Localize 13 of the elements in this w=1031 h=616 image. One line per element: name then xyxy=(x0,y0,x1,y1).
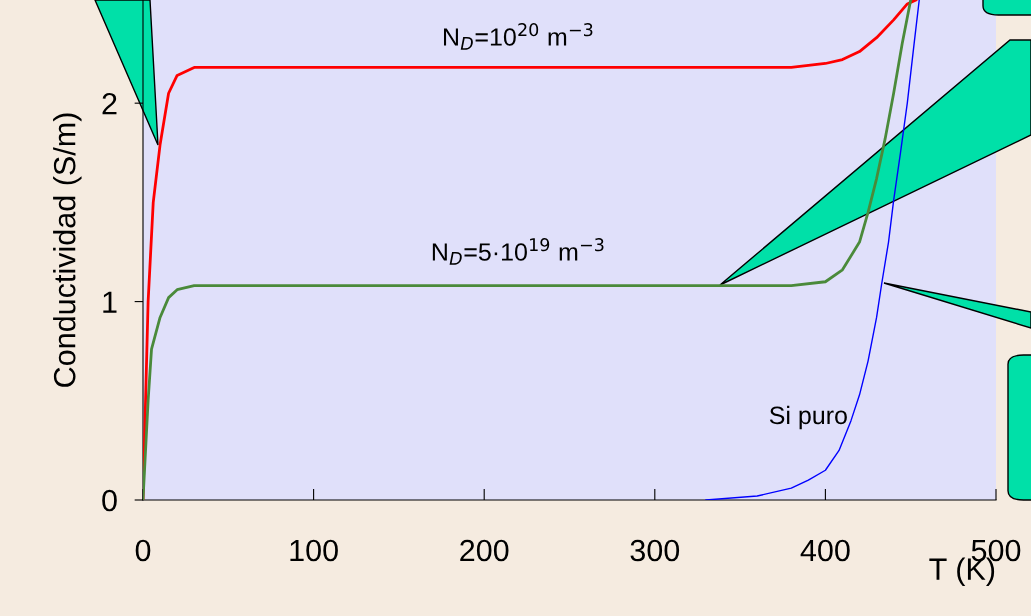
x-tick-label: 100 xyxy=(290,539,338,562)
x-tick-label: 300 xyxy=(630,539,680,562)
x-tick-label: 0 xyxy=(135,539,151,562)
y-tick-label: 0 xyxy=(102,489,117,512)
line-series xyxy=(705,0,920,500)
annotation: Si puro xyxy=(769,405,847,430)
x-tick-label: 200 xyxy=(460,539,509,562)
y-tick-label: 1 xyxy=(103,291,117,313)
x-tick-label: 400 xyxy=(800,539,850,562)
y-tick-label: 2 xyxy=(102,92,117,115)
y-axis-title: Conductividad (S/m) xyxy=(53,113,82,387)
annotation: N$_{D}$=10$^{20}$ m$^{−3}$ xyxy=(444,23,593,50)
annotation: N$_{D}$=5·10$^{19}$ m$^{−3}$ xyxy=(432,238,604,265)
